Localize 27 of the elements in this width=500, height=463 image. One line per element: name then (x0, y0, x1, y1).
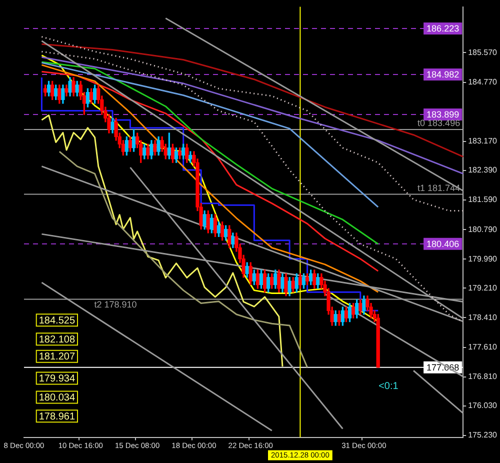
annotation: <0:1 (378, 380, 399, 392)
y-tick-label: 181.590 (468, 195, 498, 204)
y-tick-label: 179.210 (468, 283, 498, 292)
y-tick-label: 177.610 (468, 342, 498, 352)
ref-line-label: 186.223 (426, 24, 460, 34)
annotation: 181.207 (38, 352, 76, 363)
y-tick-label: 182.390 (468, 166, 498, 175)
y-tick-label: 179.990 (468, 254, 498, 264)
annotation: 182.108 (38, 334, 76, 346)
ref-line-label: t2 178.910 (94, 300, 137, 310)
y-tick-label: 176.810 (468, 372, 498, 382)
y-tick-label: 184.770 (468, 78, 498, 87)
ref-line-label: 183.899 (426, 110, 460, 120)
annotation: 179.934 (38, 374, 76, 385)
annotation: 180.034 (38, 392, 76, 404)
y-tick-label: 176.030 (468, 400, 498, 410)
y-tick-label: 178.410 (468, 312, 498, 322)
ref-line-label: 180.406 (426, 238, 460, 249)
ref-line-label: 184.982 (426, 69, 460, 80)
y-tick-label: 185.570 (468, 48, 498, 57)
ref-line-label: t1 181.744 (418, 182, 460, 193)
y-tick-label: 183.170 (468, 136, 498, 146)
annotation: 184.525 (38, 315, 76, 326)
y-tick-label: 180.790 (468, 224, 498, 234)
ref-line-label: t0 183.496 (418, 118, 460, 128)
annotation: 178.961 (38, 411, 76, 422)
y-tick-label: 175.230 (468, 430, 498, 440)
